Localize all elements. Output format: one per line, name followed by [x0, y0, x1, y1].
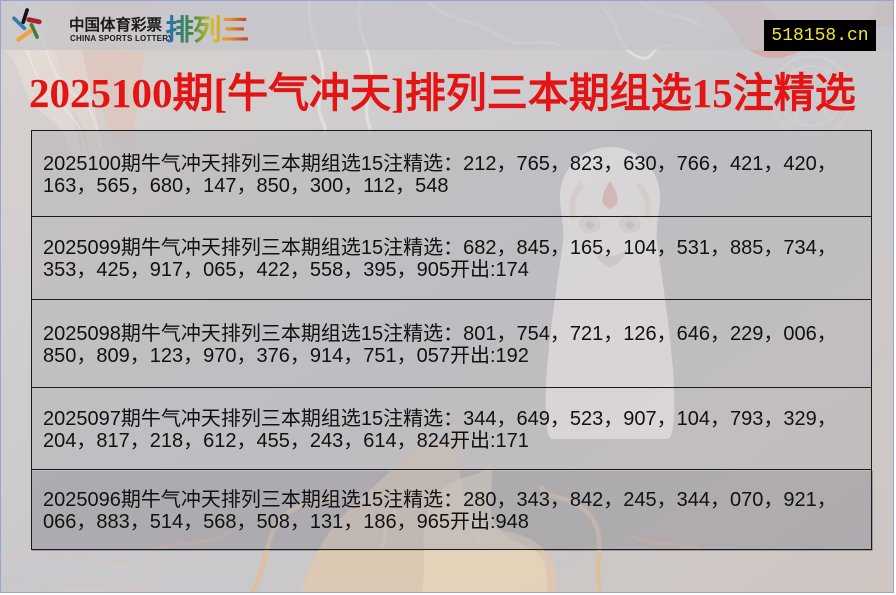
svg-text:排列三: 排列三	[166, 15, 249, 47]
